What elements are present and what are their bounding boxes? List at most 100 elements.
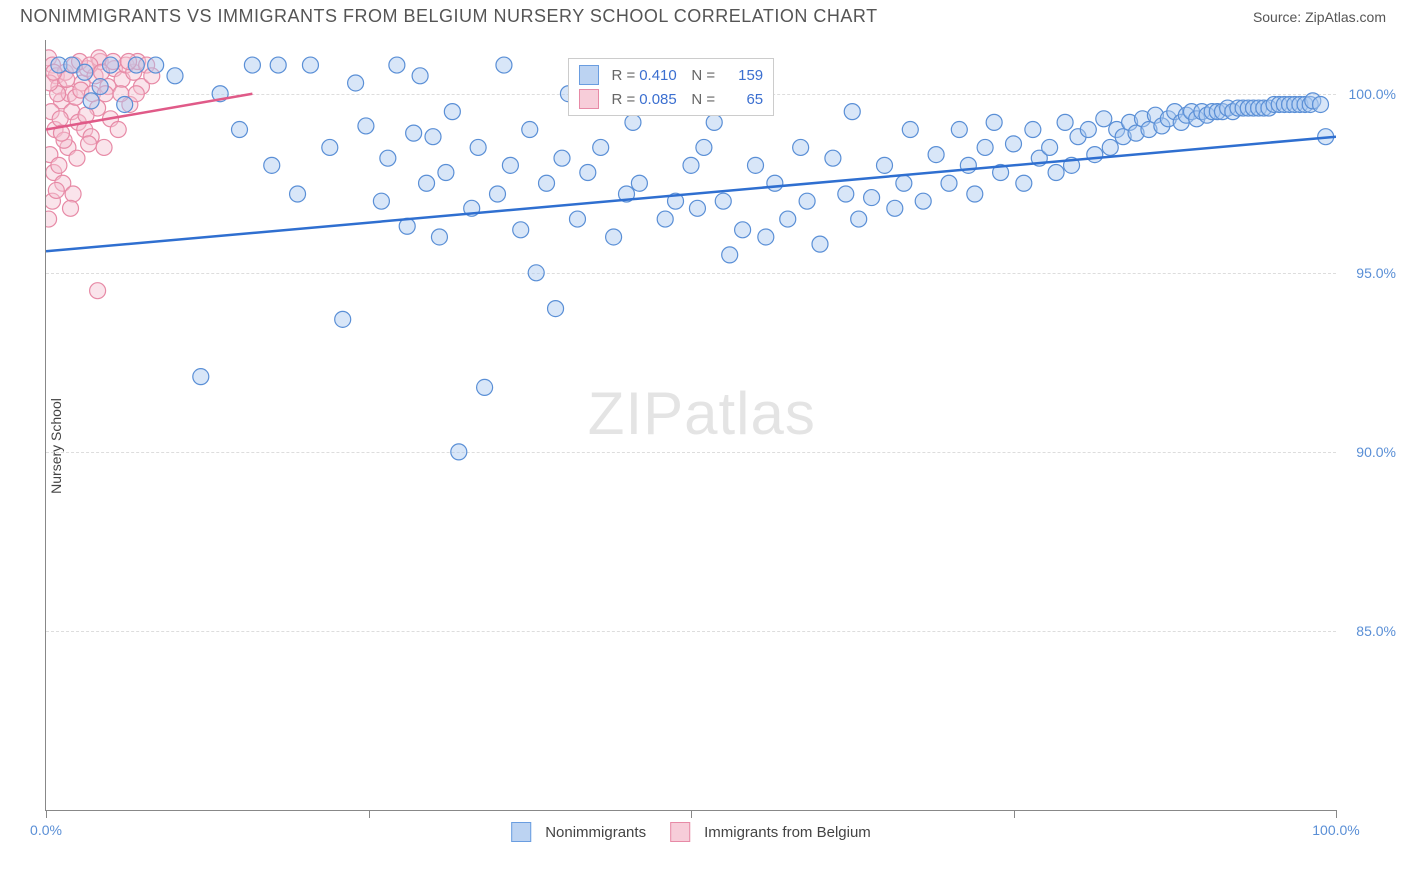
scatter-svg [46,40,1336,810]
legend-r-value: 0.085 [639,91,683,108]
data-point [451,444,467,460]
data-point [915,193,931,209]
data-point [148,57,164,73]
data-point [335,311,351,327]
xtick [691,810,692,818]
data-point [513,222,529,238]
data-point [706,114,722,130]
data-point [406,125,422,141]
legend-n-label: N = [687,67,715,84]
data-point [554,150,570,166]
data-point [502,157,518,173]
data-point [322,139,338,155]
data-point [92,79,108,95]
trend-line-nonimmigrants [46,137,1336,252]
legend-r-label: R = [611,91,635,108]
data-point [63,200,79,216]
data-point [419,175,435,191]
data-point [52,111,68,127]
data-point [1025,122,1041,138]
data-point [1057,114,1073,130]
data-point [270,57,286,73]
data-point [264,157,280,173]
data-point [625,114,641,130]
data-point [606,229,622,245]
data-point [548,301,564,317]
data-point [722,247,738,263]
data-point [81,136,97,152]
legend-swatch [670,822,690,842]
data-point [77,64,93,80]
xtick-label: 100.0% [1312,822,1359,838]
data-point [522,122,538,138]
data-point [1006,136,1022,152]
data-point [864,190,880,206]
ytick-label: 95.0% [1356,265,1396,281]
data-point [117,96,133,112]
data-point [689,200,705,216]
data-point [887,200,903,216]
xtick [46,810,47,818]
data-point [83,93,99,109]
xtick [1014,810,1015,818]
data-point [1080,122,1096,138]
data-point [758,229,774,245]
data-point [986,114,1002,130]
legend-label: Immigrants from Belgium [704,824,871,841]
data-point [825,150,841,166]
data-point [569,211,585,227]
data-point [593,139,609,155]
data-point [193,369,209,385]
data-point [1102,139,1118,155]
data-point [1096,111,1112,127]
data-point [46,211,57,227]
xtick-label: 0.0% [30,822,62,838]
data-point [110,122,126,138]
data-point [128,57,144,73]
data-point [490,186,506,202]
data-point [748,157,764,173]
chart-plot-area: 85.0%90.0%95.0%100.0% 0.0%100.0% ZIPatla… [45,40,1336,811]
data-point [103,57,119,73]
data-point [444,104,460,120]
data-point [51,157,67,173]
data-point [167,68,183,84]
data-point [1016,175,1032,191]
data-point [389,57,405,73]
data-point [580,165,596,181]
legend-r-label: R = [611,67,635,84]
data-point [657,211,673,227]
ytick-label: 85.0% [1356,623,1396,639]
data-point [967,186,983,202]
data-point [812,236,828,252]
data-point [793,139,809,155]
legend-row: R = 0.410 N = 159 [579,63,763,87]
xtick [1336,810,1337,818]
legend-row: R = 0.085 N = 65 [579,87,763,111]
data-point [851,211,867,227]
data-point [539,175,555,191]
data-point [373,193,389,209]
data-point [470,139,486,155]
ytick-label: 100.0% [1349,86,1396,102]
data-point [799,193,815,209]
data-point [380,150,396,166]
data-point [48,182,64,198]
data-point [780,211,796,227]
data-point [1313,96,1329,112]
data-point [896,175,912,191]
data-point [438,165,454,181]
source-label: Source: ZipAtlas.com [1253,9,1386,25]
data-point [683,157,699,173]
data-point [767,175,783,191]
legend-r-value: 0.410 [639,67,683,84]
data-point [715,193,731,209]
ytick-label: 90.0% [1356,444,1396,460]
data-point [496,57,512,73]
legend-n-value: 65 [719,91,763,108]
data-point [1048,165,1064,181]
data-point [302,57,318,73]
legend-item: Immigrants from Belgium [670,822,871,842]
data-point [977,139,993,155]
legend-swatch [579,65,599,85]
